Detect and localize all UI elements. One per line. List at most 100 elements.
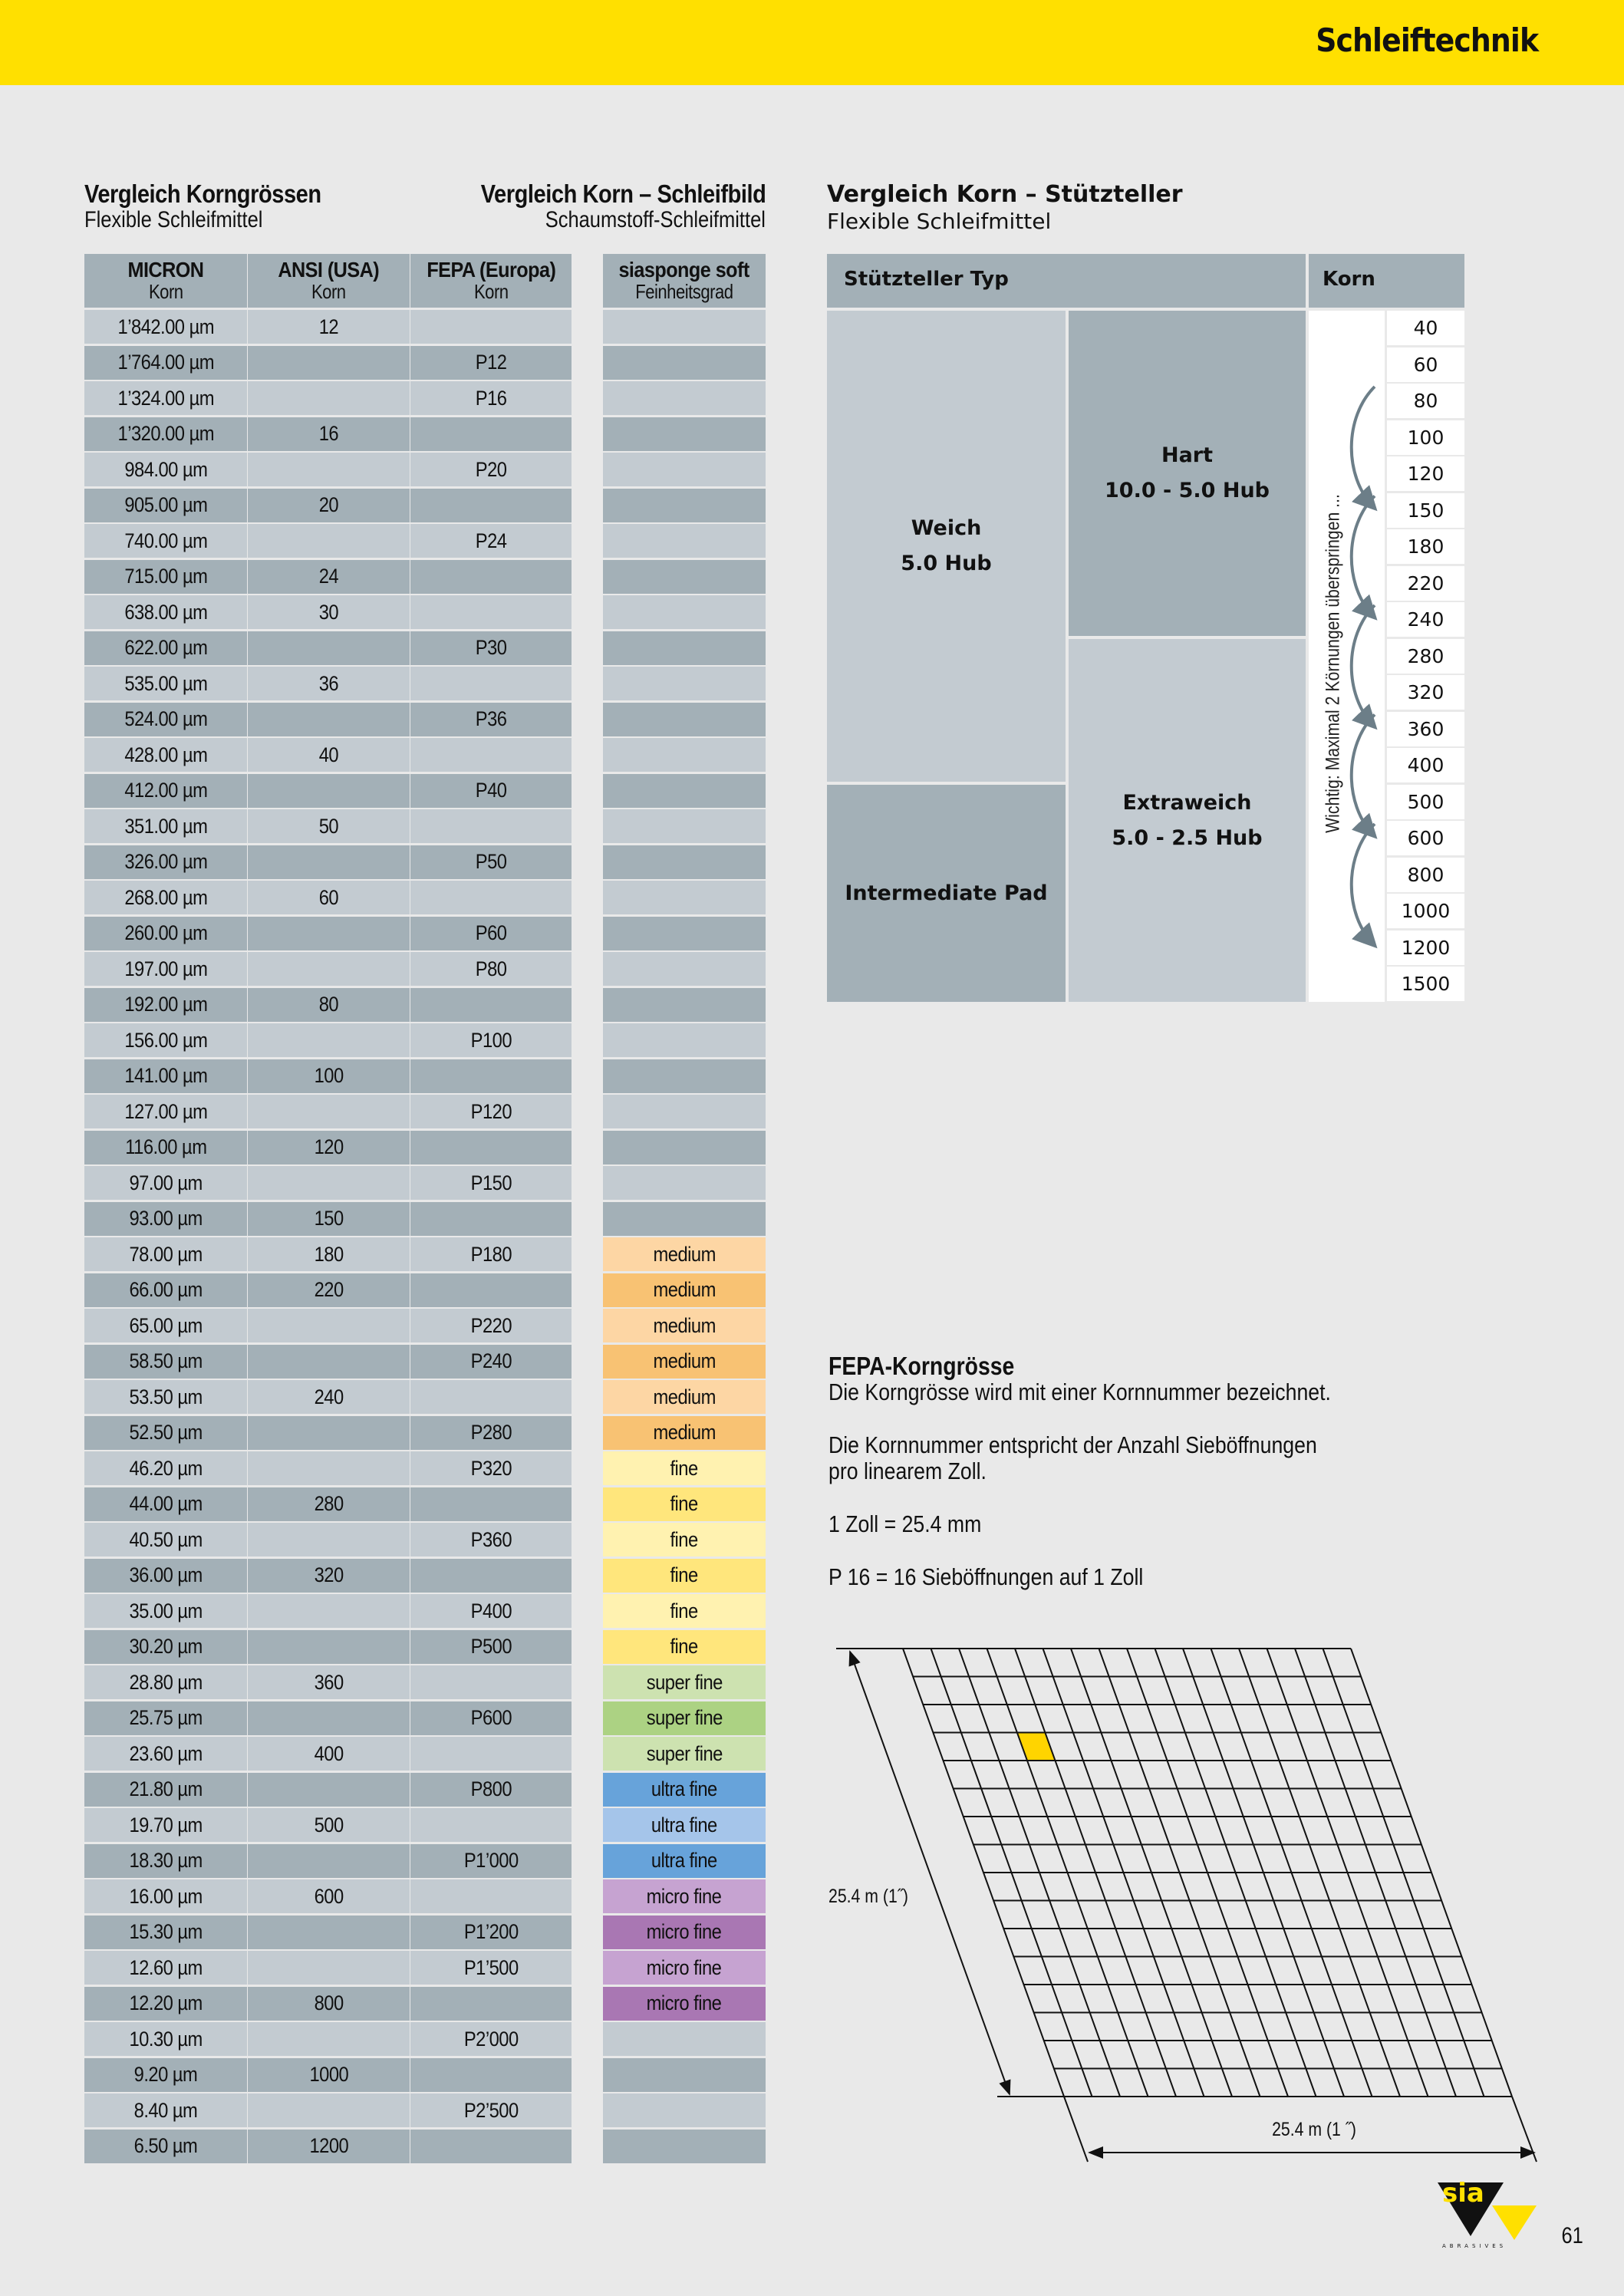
fineness-cell <box>603 417 766 451</box>
table-cell: 326.00 µm <box>84 845 247 879</box>
cell-text: 6.50 µm <box>133 2134 198 2157</box>
cell-text: 150 <box>314 1207 344 1230</box>
table-cell: 192.00 µm <box>84 987 247 1022</box>
fineness-cell <box>603 738 766 772</box>
cell-text: 120 <box>314 1135 344 1158</box>
cell-text: 400 <box>314 1741 344 1765</box>
cell-text: 1’764.00 µm <box>117 351 214 374</box>
fineness-cell: super fine <box>603 1737 766 1771</box>
column-header-label: MICRON <box>127 258 204 282</box>
cell-text: fine <box>670 1456 699 1480</box>
table-cell: 9.20 µm <box>84 2057 247 2092</box>
table-cell <box>248 1843 410 1878</box>
cell-text: micro fine <box>647 1955 722 1979</box>
table-cell <box>410 1273 572 1307</box>
korn-value: 400 <box>1407 754 1444 776</box>
korn-value: 500 <box>1407 790 1444 813</box>
skip-arrow <box>1349 713 1378 839</box>
svg-text:ABRASIVES: ABRASIVES <box>1442 2243 1507 2249</box>
table-cell: 1’324.00 µm <box>84 381 247 415</box>
fineness-cell <box>603 1059 766 1093</box>
column-header-3: siasponge soft Feinheitsgrad <box>603 254 766 308</box>
mesh-line-v <box>1154 1648 1317 2097</box>
fineness-cell: ultra fine <box>603 1808 766 1842</box>
column-header-label: ANSI (USA) <box>278 258 380 282</box>
cell-text: fine <box>670 1527 699 1551</box>
cell-text: 1200 <box>309 2134 348 2157</box>
table-cell: P400 <box>410 1594 572 1628</box>
cell-text: 21.80 µm <box>129 1777 203 1800</box>
table-cell: 60 <box>248 881 410 914</box>
table-cell: 116.00 µm <box>84 1130 247 1164</box>
cell-text: 19.70 µm <box>129 1813 203 1836</box>
pad-hart-name: Hart <box>1161 443 1214 467</box>
fineness-cell: fine <box>603 1629 766 1664</box>
fineness-cell <box>603 809 766 843</box>
column-header-sub: Korn <box>311 280 346 303</box>
cell-text: P280 <box>470 1421 512 1444</box>
table-cell: 30.20 µm <box>84 1629 247 1664</box>
cell-text: 192.00 µm <box>124 993 208 1016</box>
header-bar <box>0 0 1624 85</box>
cell-text: 93.00 µm <box>129 1207 203 1230</box>
mesh-line-v <box>1210 1648 1373 2097</box>
table-cell: 97.00 µm <box>84 1166 247 1200</box>
cell-text: micro fine <box>647 1991 722 2014</box>
korn-value: 1000 <box>1401 900 1451 922</box>
section-title: Schleiftechnik <box>1316 21 1539 59</box>
cell-text: P180 <box>470 1242 512 1266</box>
korn-item: 280 <box>1387 638 1464 674</box>
cell-text: fine <box>670 1635 699 1658</box>
cell-text: 740.00 µm <box>124 529 208 552</box>
mesh-line-v <box>1238 1648 1401 2097</box>
table-cell: P800 <box>410 1772 572 1807</box>
table-cell: 65.00 µm <box>84 1309 247 1342</box>
table-cell: 150 <box>248 1201 410 1236</box>
cell-text: 15.30 µm <box>129 1920 203 1943</box>
table-cell: 156.00 µm <box>84 1023 247 1057</box>
table-cell <box>410 417 572 451</box>
table-cell: 220 <box>248 1273 410 1307</box>
table-cell <box>248 1344 410 1379</box>
fineness-cell <box>603 310 766 344</box>
table-cell: P24 <box>410 524 572 558</box>
mesh-line-v <box>1126 1648 1289 2097</box>
fineness-cell <box>603 667 766 700</box>
table-cell: 1’842.00 µm <box>84 310 247 344</box>
pad-weich-name: Weich <box>911 516 982 540</box>
table-cell <box>248 1915 410 1949</box>
korn-value: 1200 <box>1401 936 1451 959</box>
fineness-cell: ultra fine <box>603 1843 766 1878</box>
table-cell <box>248 1594 410 1628</box>
table-cell: 18.30 µm <box>84 1843 247 1878</box>
column-header-sub: Korn <box>473 280 509 303</box>
side-dimension-arrow <box>848 1650 1011 2096</box>
table-cell <box>410 1059 572 1093</box>
cell-text: 800 <box>314 1991 344 2014</box>
cell-text: 53.50 µm <box>129 1385 203 1408</box>
table-cell: P80 <box>410 952 572 986</box>
cell-text: 10.30 µm <box>129 2027 203 2051</box>
table-cell: 50 <box>248 809 410 843</box>
table-cell: 622.00 µm <box>84 631 247 665</box>
table-cell: P220 <box>410 1309 572 1342</box>
table-cell: P12 <box>410 345 572 380</box>
table-cell <box>248 1023 410 1057</box>
korn-value: 240 <box>1407 608 1444 631</box>
table-cell <box>248 1523 410 1556</box>
table-cell: 58.50 µm <box>84 1344 247 1379</box>
column-header-2: FEPA (Europa) Korn <box>410 254 572 308</box>
table-cell: 21.80 µm <box>84 1772 247 1807</box>
cell-text: medium <box>653 1278 716 1301</box>
cell-text: 141.00 µm <box>124 1064 208 1087</box>
table-cell: 66.00 µm <box>84 1273 247 1307</box>
cell-text: P60 <box>475 921 507 944</box>
table-cell: 428.00 µm <box>84 738 247 772</box>
cell-text: medium <box>653 1349 716 1372</box>
korn-value: 360 <box>1407 717 1444 740</box>
fineness-cell <box>603 1130 766 1164</box>
fineness-cell <box>603 916 766 950</box>
fineness-cell <box>603 631 766 665</box>
table-cell: 30 <box>248 595 410 629</box>
